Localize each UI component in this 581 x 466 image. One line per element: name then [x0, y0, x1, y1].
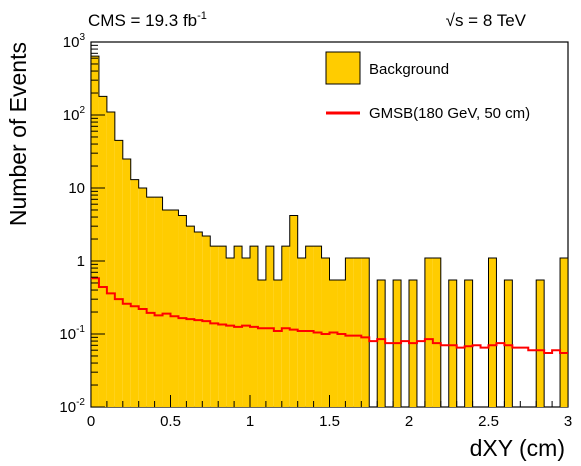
background-bin: [178, 215, 187, 407]
background-bin: [305, 246, 314, 407]
signal-histogram: [91, 277, 568, 354]
background-bin: [154, 197, 163, 407]
x-tick-label: 2.5: [478, 413, 499, 430]
background-bin: [321, 257, 330, 407]
background-bin: [329, 279, 338, 407]
background-bin: [226, 257, 235, 407]
legend-signal-label: GMSB(180 GeV, 50 cm): [369, 105, 530, 122]
background-bin: [98, 96, 107, 407]
background-bin: [432, 257, 441, 407]
background-bin: [313, 246, 322, 407]
legend-background-label: Background: [369, 61, 449, 78]
background-bin: [265, 246, 274, 407]
background-bin: [337, 279, 346, 407]
background-bin: [536, 279, 545, 407]
luminosity-label: CMS = 19.3 fb-1: [88, 10, 207, 30]
background-bin: [146, 197, 155, 407]
y-tick-label: 102: [63, 105, 86, 124]
x-tick-label: 0.5: [160, 413, 181, 430]
background-bin: [504, 279, 513, 407]
axes: 0 0.5 1 1.5 2 2.5 3 10-2 10-1 1 10 102 103: [59, 32, 572, 430]
x-tick-label: 0: [87, 413, 95, 430]
y-tick-label: 1: [77, 253, 85, 270]
background-bin: [560, 257, 568, 407]
background-bin: [210, 246, 219, 407]
background-bin: [242, 257, 250, 407]
x-tick-label: 3: [564, 413, 572, 430]
background-outline: [90, 55, 569, 408]
background-bin: [218, 246, 227, 407]
background-bin: [289, 215, 298, 407]
background-bin: [488, 257, 497, 407]
background-bin: [114, 140, 123, 407]
background-bin: [377, 279, 386, 407]
legend-background-swatch: [325, 51, 361, 85]
background-bin: [448, 279, 457, 407]
background-bin: [130, 179, 139, 407]
background-bin: [170, 209, 179, 407]
y-tick-label: 103: [63, 32, 86, 51]
background-bin: [273, 279, 282, 407]
background-bin: [353, 257, 362, 407]
signal-line: [91, 277, 568, 354]
background-bin: [361, 257, 370, 407]
background-bin: [91, 56, 99, 407]
background-bin: [162, 209, 171, 407]
energy-label: √s = 8 TeV: [446, 11, 527, 30]
background-bin: [464, 279, 473, 407]
background-bin: [281, 246, 290, 407]
background-bin: [297, 257, 306, 407]
background-bin: [345, 257, 354, 407]
legend: Background GMSB(180 GeV, 50 cm): [325, 51, 530, 122]
x-tick-label: 1: [246, 413, 254, 430]
x-tick-label: 2: [405, 413, 413, 430]
y-tick-label: 10-1: [59, 324, 85, 343]
background-bin: [138, 188, 147, 407]
x-axis-title: dXY (cm): [470, 435, 565, 461]
y-tick-label: 10: [68, 180, 85, 197]
x-tick-label: 1.5: [319, 413, 340, 430]
background-bin: [106, 111, 115, 407]
background-bin: [424, 257, 433, 407]
y-axis-title: Number of Events: [5, 42, 31, 226]
background-bin: [186, 226, 195, 407]
background-bin: [257, 279, 266, 407]
y-tick-label: 10-2: [59, 397, 85, 416]
background-bin: [122, 158, 131, 407]
